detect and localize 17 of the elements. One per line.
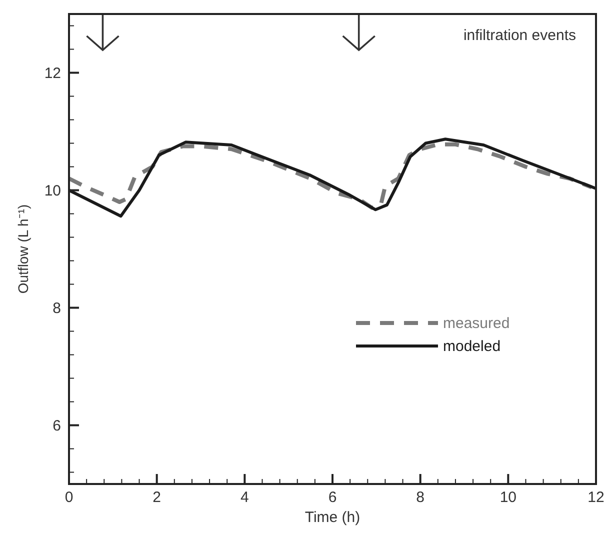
- y-tick-label: 12: [44, 64, 61, 82]
- text: measured: [443, 315, 510, 332]
- line-series: [67, 142, 594, 210]
- x-tick-label: 6: [328, 489, 337, 506]
- x-tick-label: 10: [500, 489, 517, 506]
- x-tick-label: 2: [152, 489, 162, 506]
- x-tick-label: 8: [416, 489, 425, 506]
- annotation: infiltration events: [463, 27, 576, 44]
- y-tick-label: 10: [44, 182, 61, 200]
- x-axis-title: Time (h): [304, 509, 360, 526]
- text: modeled: [443, 338, 501, 355]
- x-tick-label: 4: [240, 489, 249, 506]
- y-axis-title: Outflow (L h⁻¹): [15, 204, 31, 294]
- y-tick-label: 6: [52, 417, 61, 434]
- x-tick-label: 12: [588, 489, 604, 506]
- y-tick-label: 8: [52, 300, 61, 317]
- x-tick-label: 0: [64, 489, 74, 506]
